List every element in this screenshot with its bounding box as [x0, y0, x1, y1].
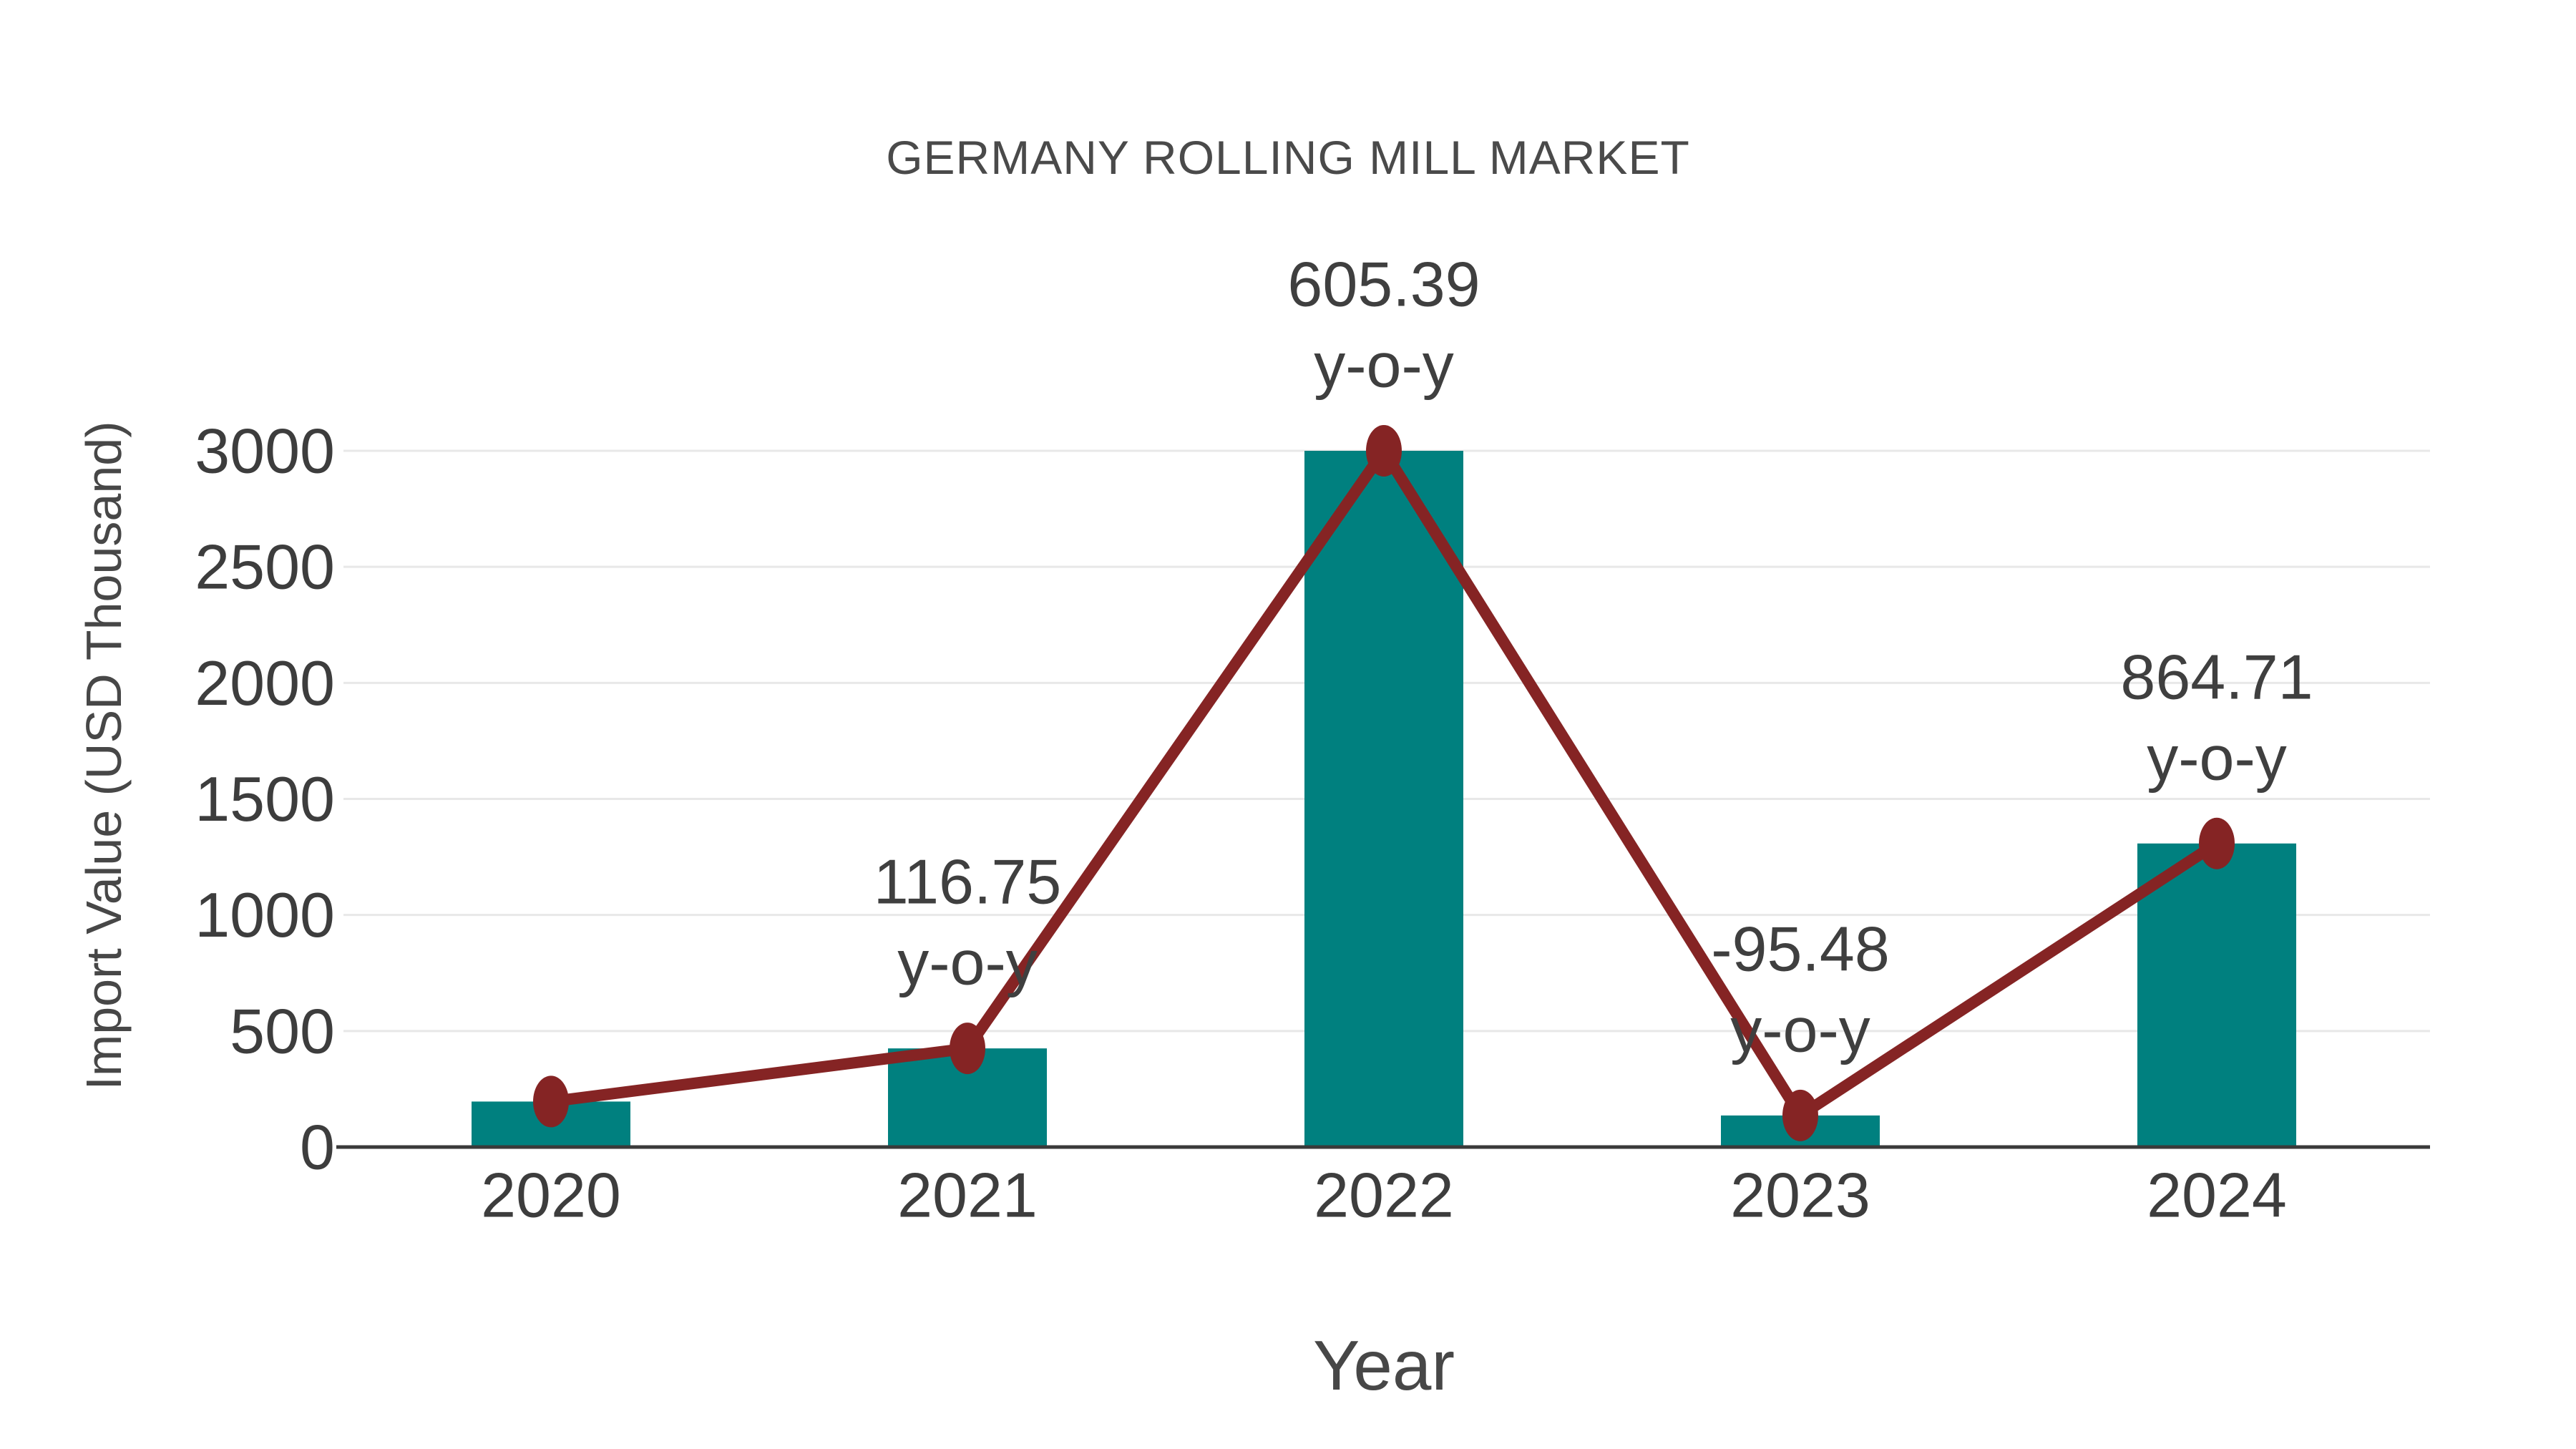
- marker-2022: [1366, 425, 1402, 477]
- x-tick-label-2024: 2024: [2147, 1160, 2287, 1231]
- y-tick-label-2000: 2000: [195, 648, 335, 718]
- yoy-suffix-label-2022: y-o-y: [1314, 330, 1454, 401]
- marker-2023: [1782, 1089, 1818, 1141]
- y-tick-label-1000: 1000: [195, 879, 335, 950]
- marker-2024: [2199, 817, 2235, 869]
- bar-2024: [2137, 843, 2296, 1147]
- yoy-suffix-label-2023: y-o-y: [1730, 994, 1870, 1065]
- yoy-value-label-2022: 605.39: [1287, 249, 1480, 320]
- bar-2022: [1304, 451, 1463, 1147]
- chart-title: GERMANY ROLLING MILL MARKET: [886, 131, 1690, 184]
- yoy-suffix-label-2021: y-o-y: [897, 927, 1038, 998]
- y-tick-label-500: 500: [230, 995, 335, 1066]
- x-axis-title: Year: [1312, 1326, 1455, 1405]
- marker-2021: [950, 1023, 985, 1075]
- x-tick-label-2020: 2020: [481, 1160, 621, 1231]
- yoy-value-label-2024: 864.71: [2120, 641, 2313, 712]
- yoy-value-label-2023: -95.48: [1711, 913, 1890, 984]
- y-tick-label-1500: 1500: [195, 763, 335, 834]
- yoy-suffix-label-2024: y-o-y: [2147, 722, 2287, 793]
- marker-2020: [533, 1075, 569, 1128]
- y-tick-label-0: 0: [300, 1112, 335, 1183]
- x-tick-label-2022: 2022: [1314, 1160, 1454, 1231]
- y-tick-label-3000: 3000: [195, 416, 335, 487]
- x-tick-label-2023: 2023: [1730, 1160, 1870, 1231]
- y-tick-label-2500: 2500: [195, 532, 335, 602]
- x-tick-label-2021: 2021: [897, 1160, 1038, 1231]
- yoy-value-label-2021: 116.75: [874, 847, 1062, 917]
